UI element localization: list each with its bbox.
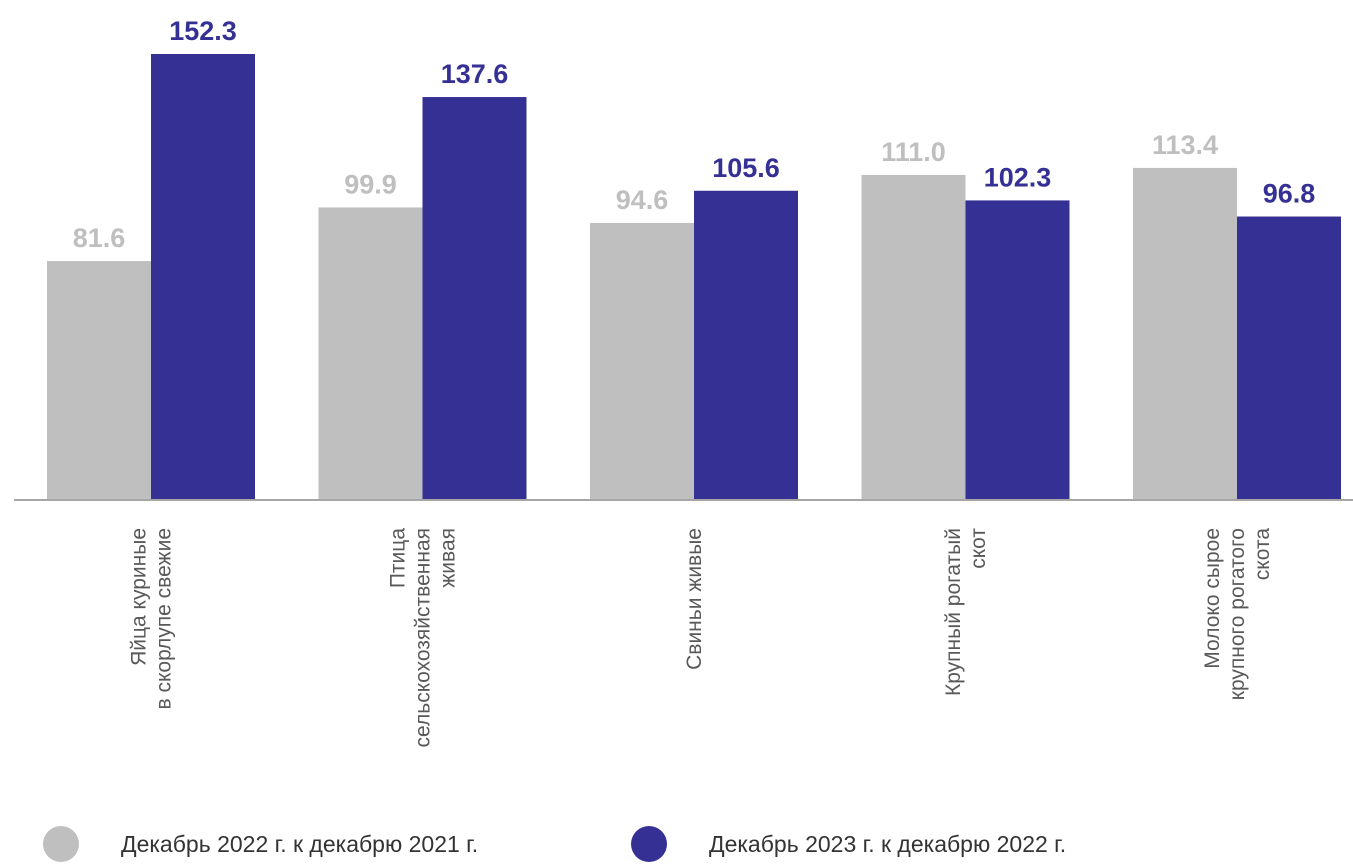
category-label-line: в скорлупе свежие	[153, 528, 176, 710]
legend-swatch-2023	[631, 826, 667, 862]
value-label-2022-3: 111.0	[881, 137, 946, 167]
bar-2023-4	[1237, 216, 1341, 501]
value-label-2022-4: 113.4	[1152, 130, 1218, 160]
bars-layer	[47, 54, 1341, 501]
category-label-line: скот	[967, 528, 990, 569]
value-label-2023-0: 152.3	[169, 16, 237, 46]
legend-label-2023: Декабрь 2023 г. к декабрю 2022 г.	[709, 830, 1067, 857]
category-label-line: Свиньи живые	[683, 528, 706, 670]
value-label-2022-0: 81.6	[73, 223, 126, 253]
category-label-2: Свиньи живые	[683, 528, 706, 670]
category-label-line: сельскохозяйственная	[412, 528, 435, 747]
category-label-line: Молоко сырое	[1201, 528, 1224, 669]
bar-2023-3	[965, 200, 1070, 500]
value-label-2023-3: 102.3	[984, 162, 1052, 192]
legend-label-2022: Декабрь 2022 г. к декабрю 2021 г.	[121, 830, 479, 857]
category-label-line: крупного рогатого	[1226, 528, 1249, 700]
value-labels-layer: 81.6 152.3 99.9 137.6 94.6 105.6 111.0 102.3 113…	[73, 16, 1316, 253]
bar-2022-2	[590, 222, 694, 500]
category-label-1: Птица сельскохозяйственная живая	[387, 528, 460, 748]
category-label-0: Яйца куриные в скорлупе свежие	[128, 528, 176, 710]
value-label-2023-4: 96.8	[1263, 179, 1316, 209]
category-label-line: Крупный рогатый	[942, 528, 965, 696]
category-label-4: Молоко сырое крупного рогатого скота	[1201, 528, 1274, 701]
value-label-2023-2: 105.6	[712, 153, 780, 183]
legend-item-2022: Декабрь 2022 г. к декабрю 2021 г.	[43, 824, 478, 864]
bar-chart: 81.6 152.3 99.9 137.6 94.6 105.6 111.0 102.3 113…	[14, 16, 1353, 748]
bar-2022-3	[861, 174, 966, 500]
category-label-line: скота	[1251, 528, 1274, 581]
value-label-2023-1: 137.6	[441, 59, 509, 89]
bar-2022-1	[318, 207, 423, 500]
legend-item-2023: Декабрь 2023 г. к декабрю 2022 г.	[631, 824, 1066, 864]
category-label-3: Крупный рогатый скот	[942, 528, 990, 696]
bar-2023-0	[151, 54, 255, 500]
bar-2022-0	[47, 261, 151, 500]
category-label-line: Яйца куриные	[128, 528, 151, 666]
value-label-2022-2: 94.6	[616, 185, 669, 215]
category-label-line: живая	[437, 528, 460, 588]
category-labels-layer: Яйца куриные в скорлупе свежие Птица сельск…	[128, 528, 1275, 748]
legend-swatch-2022	[43, 826, 79, 862]
bar-2023-2	[694, 190, 798, 500]
bar-2022-4	[1133, 167, 1237, 500]
category-label-line: Птица	[387, 528, 410, 588]
bar-2023-1	[422, 97, 527, 500]
value-label-2022-1: 99.9	[344, 169, 397, 199]
